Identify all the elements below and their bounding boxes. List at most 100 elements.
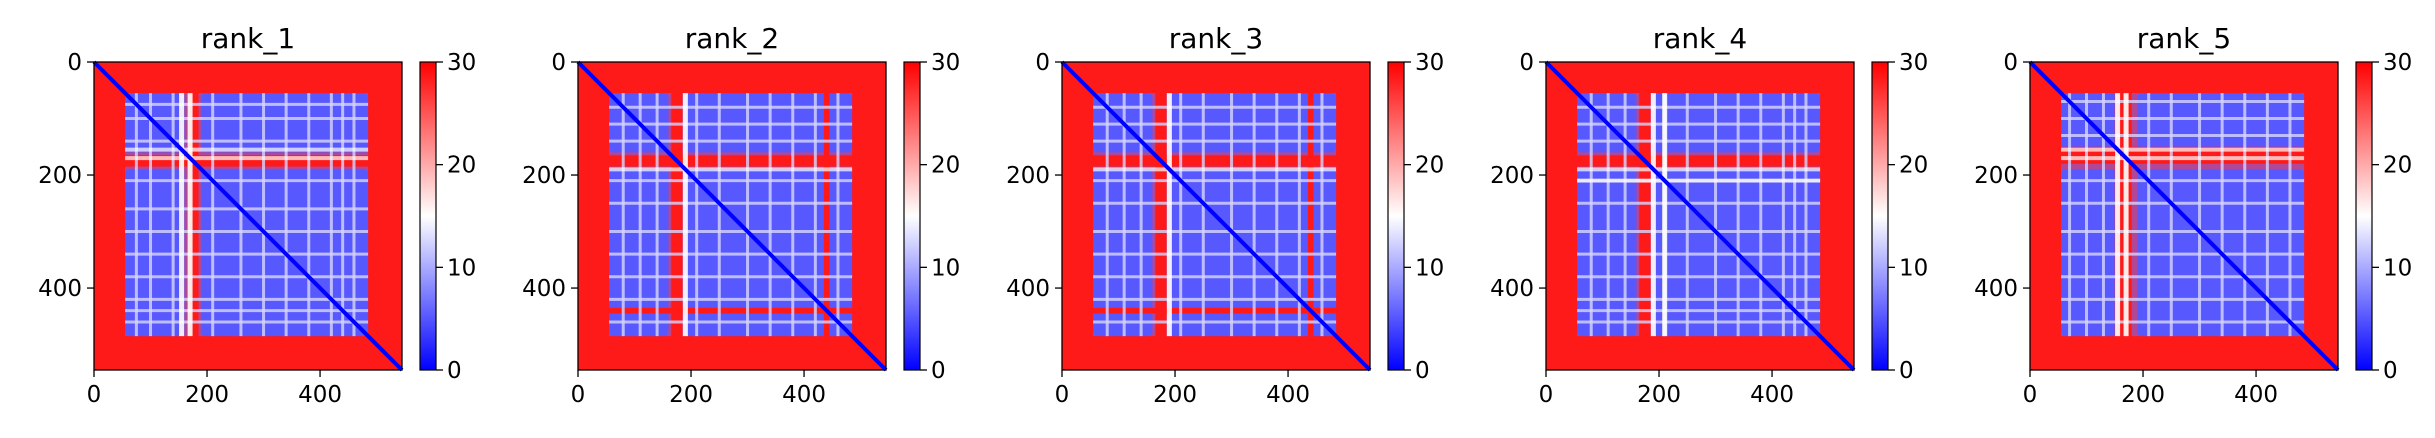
panel-title: rank_1 xyxy=(201,22,295,55)
y-tick-label: 200 xyxy=(1006,163,1050,189)
x-tick-label: 0 xyxy=(1539,382,1554,408)
x-tick-label: 0 xyxy=(87,382,102,408)
heatmap-high-band-col xyxy=(1155,62,1167,370)
y-tick-label: 400 xyxy=(522,276,566,302)
heatmap-high-band-row xyxy=(1062,155,1370,167)
heatmap-cells xyxy=(92,60,404,372)
y-tick-label: 0 xyxy=(2003,50,2018,76)
heatmap-high-band-row xyxy=(1546,338,1854,370)
colorbar-tick-label: 20 xyxy=(2383,153,2412,179)
colorbar-tick-label: 0 xyxy=(447,358,462,384)
y-tick-label: 400 xyxy=(1974,276,2018,302)
heatmap-chart-5: rank_5 0 200 400 0 200 400 0 10 20 30 xyxy=(1974,22,2412,408)
y-tick-label: 0 xyxy=(1035,50,1050,76)
colorbar-tick-label: 30 xyxy=(2383,50,2412,76)
colorbar-tick-label: 10 xyxy=(2383,255,2412,281)
y-tick-label: 400 xyxy=(38,276,82,302)
x-tick-label: 0 xyxy=(571,382,586,408)
heatmap-chart-3: rank_3 0 200 400 0 200 400 0 10 20 30 xyxy=(1006,22,1444,408)
y-tick-label: 0 xyxy=(1519,50,1534,76)
x-tick-label: 200 xyxy=(669,382,713,408)
heatmap-high-band-row xyxy=(1062,307,1370,314)
axes-frame xyxy=(1061,61,1371,371)
colorbar-tick-label: 30 xyxy=(1899,50,1928,76)
panel-title: rank_3 xyxy=(1169,22,1263,55)
x-tick-label: 0 xyxy=(1055,382,1070,408)
heatmap-high-band-col xyxy=(2306,62,2338,370)
colorbar xyxy=(2355,61,2373,371)
colorbar xyxy=(903,61,921,371)
heatmap-panel-rank-2: rank_2 0 200 400 0 200 400 0 10 20 30 xyxy=(484,0,960,438)
colorbar-tick-label: 10 xyxy=(447,255,476,281)
colorbar-tick-label: 20 xyxy=(931,153,960,179)
heatmap-high-band-row xyxy=(94,155,402,167)
x-tick-label: 400 xyxy=(298,382,342,408)
heatmap-high-band-row xyxy=(1062,338,1370,370)
heatmap-high-band-col xyxy=(187,62,199,370)
heatmap-panel-rank-3: rank_3 0 200 400 0 200 400 0 10 20 30 xyxy=(968,0,1444,438)
heatmap-high-band-col xyxy=(823,62,830,370)
colorbar-tick-label: 0 xyxy=(931,358,946,384)
colorbar-tick-label: 10 xyxy=(931,255,960,281)
heatmap-diagonal xyxy=(576,60,888,372)
y-tick-label: 200 xyxy=(522,163,566,189)
heatmap-high-band-col xyxy=(1062,62,1091,370)
heatmap-high-band-col xyxy=(578,62,607,370)
heatmap-high-band-row xyxy=(578,307,886,314)
colorbar-tick-label: 20 xyxy=(1415,153,1444,179)
axes-frame xyxy=(577,61,887,371)
heatmap-high-band-col xyxy=(2030,62,2059,370)
x-tick-label: 400 xyxy=(2234,382,2278,408)
x-tick-label: 0 xyxy=(2023,382,2038,408)
heatmap-high-band-col xyxy=(1639,62,1651,370)
axes-frame xyxy=(93,61,403,371)
x-tick-label: 200 xyxy=(1637,382,1681,408)
heatmap-panel-rank-4: rank_4 0 200 400 0 200 400 0 10 20 30 xyxy=(1452,0,1928,438)
colorbar-tick-label: 30 xyxy=(447,50,476,76)
x-tick-label: 200 xyxy=(2121,382,2165,408)
colorbar xyxy=(1871,61,1889,371)
colorbar-tick-label: 20 xyxy=(1899,153,1928,179)
heatmap-chart-4: rank_4 0 200 400 0 200 400 0 10 20 30 xyxy=(1490,22,1928,408)
heatmap-high-band-row xyxy=(94,338,402,370)
x-tick-label: 400 xyxy=(1266,382,1310,408)
heatmap-diagonal xyxy=(2028,60,2340,372)
colorbar-tick-label: 0 xyxy=(1899,358,1914,384)
x-tick-label: 200 xyxy=(1153,382,1197,408)
colorbar xyxy=(1387,61,1405,371)
heatmap-high-band-col xyxy=(1546,62,1575,370)
heatmap-high-band-col xyxy=(1822,62,1854,370)
heatmap-high-band-row xyxy=(578,62,886,91)
x-tick-label: 400 xyxy=(1750,382,1794,408)
y-tick-label: 200 xyxy=(38,163,82,189)
heatmap-high-band-row xyxy=(94,62,402,91)
panel-title: rank_4 xyxy=(1653,22,1747,55)
heatmap-panel-rank-5: rank_5 0 200 400 0 200 400 0 10 20 30 xyxy=(1936,0,2412,438)
y-tick-label: 400 xyxy=(1490,276,1534,302)
axes-frame xyxy=(1545,61,1855,371)
y-tick-label: 0 xyxy=(551,50,566,76)
axes-frame xyxy=(2029,61,2339,371)
heatmap-high-band-row xyxy=(578,155,886,167)
heatmap-diagonal xyxy=(92,60,404,372)
x-tick-label: 200 xyxy=(185,382,229,408)
y-tick-label: 200 xyxy=(1974,163,2018,189)
heatmap-panel-rank-1: rank_1 0 200 400 0 200 400 0 10 20 30 xyxy=(0,0,476,438)
heatmap-cells xyxy=(1544,60,1856,372)
heatmap-diagonal xyxy=(1060,60,1372,372)
panel-title: rank_2 xyxy=(685,22,779,55)
colorbar-tick-label: 0 xyxy=(1415,358,1430,384)
heatmap-chart-1: rank_1 0 200 400 0 200 400 0 10 20 30 xyxy=(38,22,476,408)
heatmap-diagonal xyxy=(1544,60,1856,372)
heatmap-high-band-row xyxy=(1546,155,1854,167)
heatmap-high-band-col xyxy=(854,62,886,370)
heatmap-high-band-col xyxy=(671,62,683,370)
y-tick-label: 200 xyxy=(1490,163,1534,189)
panel-title: rank_5 xyxy=(2137,22,2231,55)
colorbar-tick-label: 30 xyxy=(1415,50,1444,76)
colorbar-tick-label: 0 xyxy=(2383,358,2398,384)
heatmap-high-band-col xyxy=(1338,62,1370,370)
heatmap-high-band-row xyxy=(2030,338,2338,370)
y-tick-label: 400 xyxy=(1006,276,1050,302)
colorbar-tick-label: 30 xyxy=(931,50,960,76)
